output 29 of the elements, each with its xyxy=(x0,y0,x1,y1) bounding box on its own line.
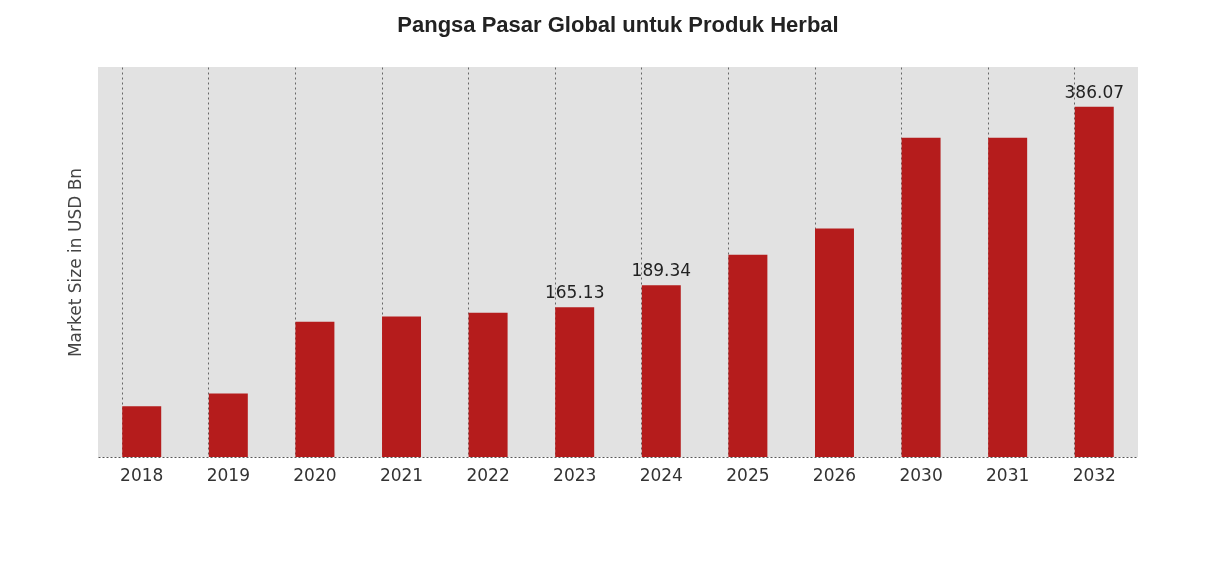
bar xyxy=(382,316,421,457)
bar xyxy=(901,137,941,457)
data-label: 189.34 xyxy=(631,260,692,281)
bar xyxy=(815,228,854,457)
x-tick-label: 2023 xyxy=(553,464,597,485)
bar xyxy=(641,285,681,457)
bar xyxy=(122,406,162,457)
bar xyxy=(728,254,768,457)
chart-title: Pangsa Pasar Global untuk Produk Herbal xyxy=(397,12,839,37)
x-tick-label: 2019 xyxy=(206,464,250,485)
bar xyxy=(988,137,1028,457)
x-tick-label: 2022 xyxy=(466,464,510,485)
data-label: 165.13 xyxy=(544,282,605,303)
x-tick-label: 2025 xyxy=(726,464,770,485)
data-label: 386.07 xyxy=(1064,81,1125,102)
x-tick-label: 2018 xyxy=(120,464,164,485)
x-tick-label: 2030 xyxy=(899,464,943,485)
x-tick-label: 2024 xyxy=(639,464,683,485)
bar xyxy=(1074,106,1114,457)
bar xyxy=(208,393,248,457)
y-axis-title: Market Size in USD Bn xyxy=(64,167,85,358)
bar xyxy=(555,307,595,457)
x-tick-label: 2020 xyxy=(293,464,337,485)
x-tick-label: 2031 xyxy=(986,464,1030,485)
x-tick-label: 2026 xyxy=(812,464,857,485)
bar xyxy=(295,321,335,457)
x-tick-label: 2021 xyxy=(379,464,424,485)
x-tick-label: 2032 xyxy=(1072,464,1116,485)
bar xyxy=(468,312,508,457)
